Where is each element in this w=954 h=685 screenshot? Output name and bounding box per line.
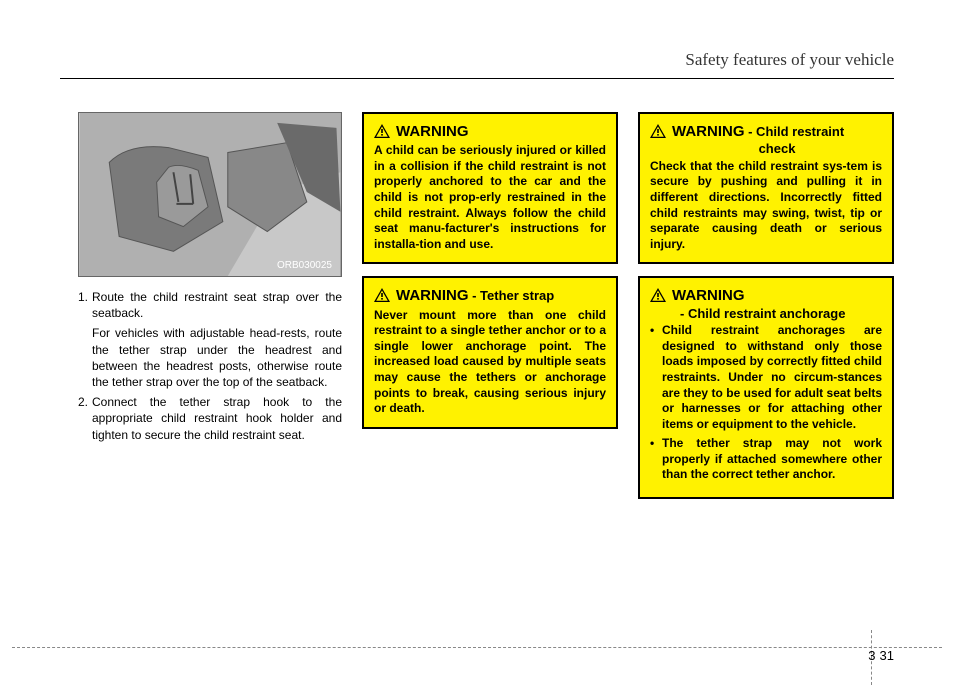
- warning-header: WARNING - Child restraint check: [650, 122, 882, 157]
- warning-subtitle-line2: check: [672, 141, 882, 157]
- warning-title-line: WARNING - Child restraint anchorage: [672, 286, 882, 321]
- warning-header: WARNING - Child restraint anchorage: [650, 286, 882, 321]
- warning-subtitle: - Child restraint anchorage: [680, 306, 882, 322]
- warning-bullet: • The tether strap may not work properly…: [650, 436, 882, 483]
- step-1: 1. Route the child restraint seat strap …: [78, 289, 342, 390]
- header-rule: [60, 78, 894, 79]
- warning-triangle-icon: [374, 124, 390, 138]
- chapter-number: 3: [868, 648, 875, 663]
- child-seat-image: ORB030025: [78, 112, 342, 277]
- footer-rule: [12, 647, 942, 648]
- warning-title: WARNING: [396, 123, 469, 140]
- step-text: Route the child restraint seat strap ove…: [92, 290, 342, 320]
- step-2: 2. Connect the tether strap hook to the …: [78, 394, 342, 443]
- warning-bullet: • Child restraint anchorages are designe…: [650, 323, 882, 432]
- warning-body: A child can be seriously injured or kill…: [374, 143, 606, 252]
- step-number: 2.: [78, 394, 92, 443]
- image-reference-label: ORB030025: [274, 259, 335, 272]
- warning-title: WARNING: [672, 287, 745, 304]
- warning-body: • Child restraint anchorages are designe…: [650, 323, 882, 483]
- warning-title-line: WARNING - Tether strap: [396, 286, 606, 305]
- warning-title: WARNING: [396, 287, 469, 304]
- column-1: ORB030025 1. Route the child restraint s…: [78, 112, 342, 499]
- warning-triangle-icon: [650, 124, 666, 138]
- warning-title-line: WARNING - Child restraint check: [672, 122, 882, 157]
- warning-box-anchorage: WARNING - Child restraint anchorage • Ch…: [638, 276, 894, 499]
- page-number: 3 31: [868, 648, 894, 663]
- warning-box-restraint-check: WARNING - Child restraint check Check th…: [638, 112, 894, 264]
- warning-body: Check that the child restraint sys-tem i…: [650, 159, 882, 253]
- page-header: Safety features of your vehicle: [685, 50, 894, 70]
- step-number: 1.: [78, 289, 92, 390]
- step-body: Route the child restraint seat strap ove…: [92, 289, 342, 390]
- warning-body: Never mount more than one child restrain…: [374, 308, 606, 417]
- warning-box-tether: WARNING - Tether strap Never mount more …: [362, 276, 618, 428]
- warning-box-general: WARNING A child can be seriously injured…: [362, 112, 618, 264]
- step-body: Connect the tether strap hook to the app…: [92, 394, 342, 443]
- bullet-icon: •: [650, 436, 662, 483]
- warning-header: WARNING: [374, 122, 606, 141]
- page-number-value: 31: [880, 648, 894, 663]
- warning-title: WARNING: [672, 123, 745, 140]
- warning-subtitle: - Tether strap: [469, 288, 555, 303]
- bullet-text: Child restraint anchorages are designed …: [662, 323, 882, 432]
- step-subtext: For vehicles with adjustable head-rests,…: [92, 325, 342, 390]
- instruction-text: 1. Route the child restraint seat strap …: [78, 289, 342, 447]
- column-2: WARNING A child can be seriously injured…: [362, 112, 618, 499]
- car-seat-illustration: [79, 113, 341, 276]
- warning-title-line: WARNING: [396, 122, 606, 141]
- bullet-icon: •: [650, 323, 662, 432]
- bullet-text: The tether strap may not work properly i…: [662, 436, 882, 483]
- content-area: ORB030025 1. Route the child restraint s…: [78, 112, 894, 499]
- column-3: WARNING - Child restraint check Check th…: [638, 112, 894, 499]
- warning-header: WARNING - Tether strap: [374, 286, 606, 305]
- warning-bullet-list: • Child restraint anchorages are designe…: [650, 323, 882, 483]
- warning-triangle-icon: [650, 288, 666, 302]
- warning-subtitle: - Child restraint: [745, 124, 845, 139]
- warning-triangle-icon: [374, 288, 390, 302]
